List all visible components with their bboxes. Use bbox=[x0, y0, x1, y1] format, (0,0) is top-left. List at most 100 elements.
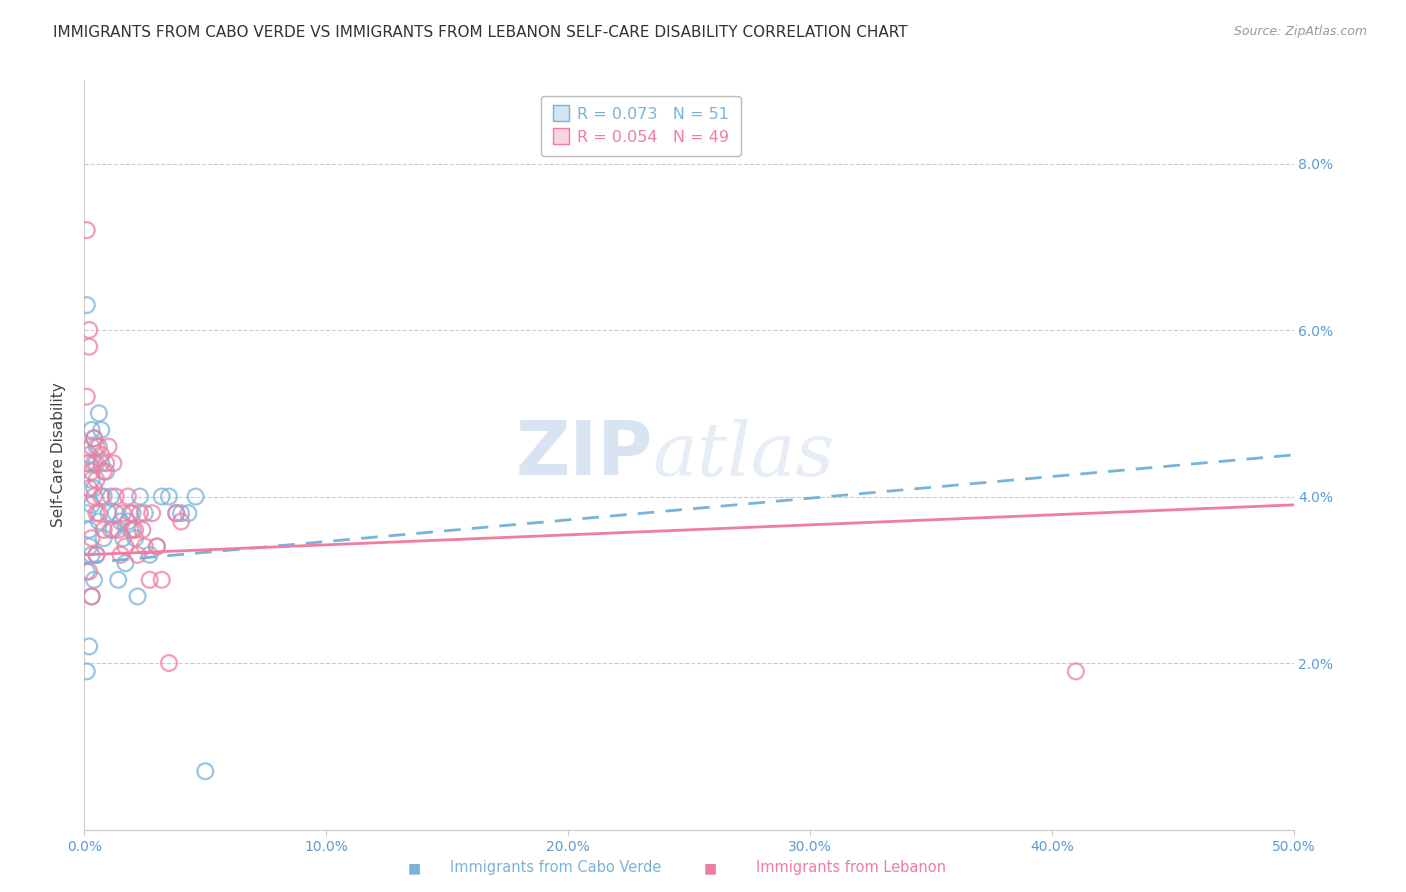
Point bbox=[1064, 665, 1087, 679]
Point bbox=[121, 523, 143, 537]
Point bbox=[94, 465, 117, 479]
Point bbox=[77, 448, 100, 462]
Legend: R = 0.073   N = 51, R = 0.054   N = 49: R = 0.073 N = 51, R = 0.054 N = 49 bbox=[541, 95, 741, 156]
Point bbox=[107, 573, 129, 587]
Point bbox=[87, 506, 110, 520]
Point bbox=[76, 223, 98, 237]
Point bbox=[86, 506, 108, 520]
Point bbox=[77, 340, 100, 354]
Point bbox=[76, 456, 98, 470]
Point bbox=[76, 298, 98, 312]
Text: Immigrants from Cabo Verde: Immigrants from Cabo Verde bbox=[450, 861, 661, 875]
Point bbox=[150, 490, 173, 504]
Point bbox=[80, 473, 103, 487]
Point bbox=[86, 548, 108, 562]
Point bbox=[83, 490, 105, 504]
Point bbox=[97, 440, 120, 454]
Point bbox=[93, 490, 115, 504]
Point bbox=[165, 506, 187, 520]
Point bbox=[87, 406, 110, 420]
Point bbox=[110, 548, 132, 562]
Point bbox=[90, 490, 112, 504]
Point bbox=[129, 506, 152, 520]
Point bbox=[77, 523, 100, 537]
Point bbox=[87, 515, 110, 529]
Point bbox=[103, 523, 125, 537]
Point bbox=[146, 540, 169, 554]
Point bbox=[86, 548, 108, 562]
Point bbox=[114, 556, 136, 570]
Point bbox=[157, 656, 180, 670]
Point bbox=[127, 548, 149, 562]
Point bbox=[120, 523, 142, 537]
Point bbox=[77, 323, 100, 337]
Y-axis label: Self-Care Disability: Self-Care Disability bbox=[51, 383, 66, 527]
Point bbox=[104, 490, 127, 504]
Text: IMMIGRANTS FROM CABO VERDE VS IMMIGRANTS FROM LEBANON SELF-CARE DISABILITY CORRE: IMMIGRANTS FROM CABO VERDE VS IMMIGRANTS… bbox=[53, 25, 908, 40]
Point bbox=[127, 590, 149, 604]
Point bbox=[80, 498, 103, 512]
Point bbox=[80, 440, 103, 454]
Point bbox=[146, 540, 169, 554]
Point bbox=[121, 506, 143, 520]
Text: ZIP: ZIP bbox=[516, 418, 652, 491]
Point bbox=[93, 531, 115, 545]
Point bbox=[112, 506, 135, 520]
Point bbox=[110, 515, 132, 529]
Point bbox=[120, 506, 142, 520]
Text: ■: ■ bbox=[408, 862, 422, 875]
Point bbox=[86, 440, 108, 454]
Point bbox=[80, 590, 103, 604]
Text: ■: ■ bbox=[703, 862, 717, 875]
Point bbox=[103, 456, 125, 470]
Point bbox=[104, 506, 127, 520]
Point bbox=[114, 540, 136, 554]
Point bbox=[83, 481, 105, 495]
Point bbox=[76, 665, 98, 679]
Point bbox=[129, 490, 152, 504]
Text: Source: ZipAtlas.com: Source: ZipAtlas.com bbox=[1233, 25, 1367, 38]
Text: atlas: atlas bbox=[652, 418, 835, 491]
Point bbox=[93, 523, 115, 537]
Point bbox=[80, 590, 103, 604]
Point bbox=[177, 506, 200, 520]
Point bbox=[77, 565, 100, 579]
Point bbox=[141, 506, 163, 520]
Point bbox=[83, 431, 105, 445]
Point bbox=[112, 531, 135, 545]
Point bbox=[107, 523, 129, 537]
Point bbox=[150, 573, 173, 587]
Point bbox=[76, 390, 98, 404]
Point bbox=[94, 456, 117, 470]
Point bbox=[86, 456, 108, 470]
Point bbox=[100, 523, 122, 537]
Point bbox=[80, 531, 103, 545]
Point bbox=[80, 465, 103, 479]
Point bbox=[117, 490, 139, 504]
Point bbox=[194, 764, 217, 779]
Point bbox=[77, 540, 100, 554]
Point bbox=[77, 481, 100, 495]
Point bbox=[90, 456, 112, 470]
Point bbox=[90, 448, 112, 462]
Point bbox=[77, 640, 100, 654]
Point bbox=[90, 423, 112, 437]
Point bbox=[83, 573, 105, 587]
Point bbox=[124, 523, 146, 537]
Point bbox=[76, 506, 98, 520]
Point bbox=[124, 531, 146, 545]
Point bbox=[80, 548, 103, 562]
Point bbox=[97, 506, 120, 520]
Point bbox=[80, 31, 103, 45]
Point bbox=[77, 456, 100, 470]
Text: Immigrants from Lebanon: Immigrants from Lebanon bbox=[755, 861, 946, 875]
Point bbox=[134, 506, 156, 520]
Point bbox=[83, 431, 105, 445]
Point bbox=[170, 515, 193, 529]
Point bbox=[165, 506, 187, 520]
Point bbox=[134, 540, 156, 554]
Point bbox=[131, 523, 153, 537]
Point bbox=[80, 423, 103, 437]
Point bbox=[87, 440, 110, 454]
Point bbox=[86, 473, 108, 487]
